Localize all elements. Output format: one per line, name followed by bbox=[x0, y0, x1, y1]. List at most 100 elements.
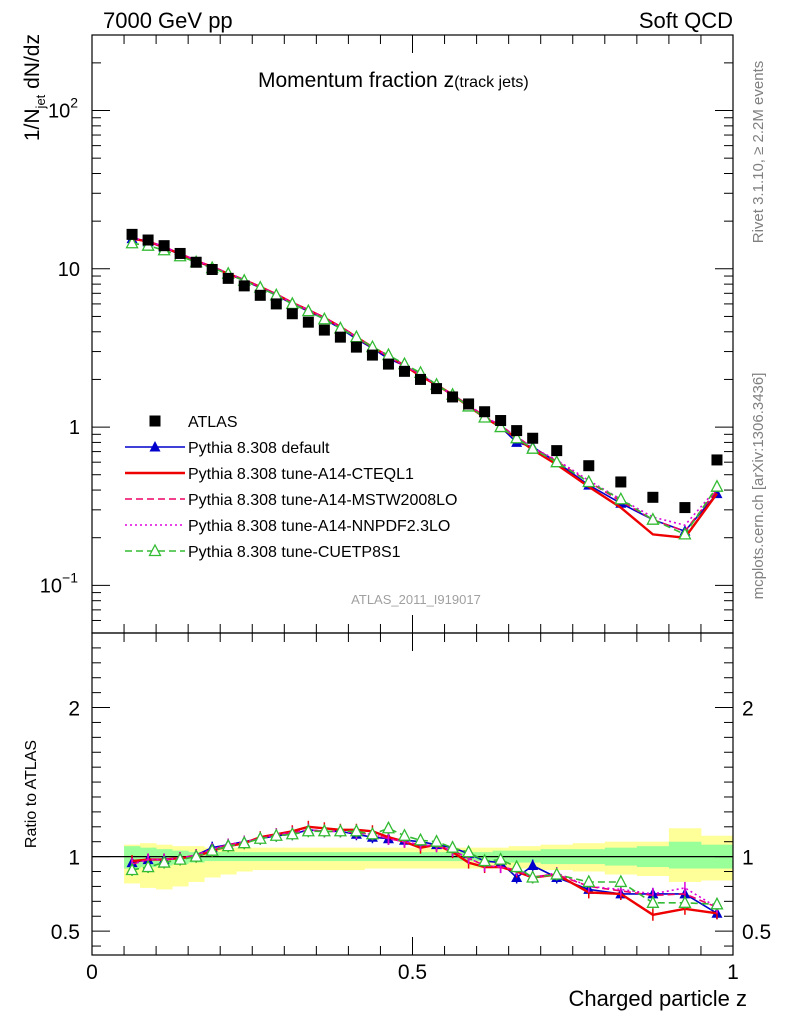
rivet-label: Rivet 3.1.10, ≥ 2.2M events bbox=[750, 61, 767, 244]
main-data-point bbox=[646, 512, 660, 525]
header-left: 7000 GeV pp bbox=[103, 8, 233, 33]
ratio-data-point bbox=[527, 859, 539, 871]
main-data-point bbox=[615, 476, 627, 488]
ratio-data-point bbox=[221, 838, 235, 852]
legend-item-pythia-8-308-default: Pythia 8.308 default bbox=[125, 440, 330, 457]
main-data-point bbox=[711, 454, 723, 466]
main-data-point bbox=[510, 430, 524, 444]
main-series-line bbox=[131, 237, 718, 533]
main-series-group bbox=[125, 228, 724, 540]
main-data-point bbox=[158, 240, 170, 252]
ratio-data-point bbox=[646, 895, 660, 908]
main-ylabel-sub: jet bbox=[33, 94, 48, 109]
main-data-point bbox=[206, 263, 218, 275]
ratio-data-point bbox=[478, 853, 492, 867]
ratio-data-point bbox=[614, 874, 628, 888]
main-data-point bbox=[582, 474, 596, 488]
ratio-series-group bbox=[125, 820, 724, 921]
ratio-ylabel: Ratio to ATLAS bbox=[23, 740, 40, 848]
ratio-data-point bbox=[285, 826, 299, 840]
main-ytick-label: 10−1 bbox=[40, 569, 78, 597]
ratio-data-point bbox=[582, 874, 596, 888]
main-data-point bbox=[527, 432, 539, 444]
main-data-point bbox=[495, 415, 507, 427]
main-ytick-base: 1 bbox=[69, 417, 80, 439]
main-data-point bbox=[550, 454, 564, 468]
ratio-data-point bbox=[526, 870, 540, 883]
ratio-ytick-label-right: 2 bbox=[742, 698, 754, 721]
ratio-data-point bbox=[333, 823, 347, 837]
main-title-text: Momentum fraction z bbox=[258, 69, 454, 92]
header-right: Soft QCD bbox=[639, 8, 733, 33]
legend-marker bbox=[149, 441, 161, 452]
ratio-data-point bbox=[125, 862, 139, 876]
main-data-point bbox=[415, 373, 427, 385]
main-data-point bbox=[614, 491, 628, 505]
main-data-point bbox=[302, 316, 314, 328]
ratio-xtick-label: 0.5 bbox=[398, 961, 427, 984]
main-ytick-base: 10 bbox=[58, 259, 80, 281]
main-series-pythia-8-308-tune-a14-nnpdf2-3lo bbox=[131, 237, 718, 527]
main-data-point bbox=[447, 391, 459, 403]
ratio-data-point bbox=[189, 849, 203, 862]
main-title: Momentum fraction z(track jets) bbox=[258, 69, 529, 92]
ratio-ytick-label-left: 1 bbox=[68, 847, 80, 870]
main-data-point bbox=[398, 365, 410, 377]
main-series-line bbox=[131, 237, 718, 527]
ratio-series-line bbox=[131, 827, 718, 906]
ratio-frame bbox=[91, 632, 734, 956]
main-title-sub: (track jets) bbox=[454, 74, 529, 91]
ratio-data-point bbox=[349, 823, 363, 837]
main-ytick-base: 10 bbox=[40, 575, 62, 597]
legend-label: Pythia 8.308 tune-CUETP8S1 bbox=[188, 544, 401, 561]
main-data-point bbox=[174, 247, 186, 259]
main-ytick-label: 10 bbox=[58, 259, 80, 281]
ratio-data-point bbox=[205, 843, 219, 856]
main-data-point bbox=[431, 383, 443, 395]
ratio-data-point bbox=[397, 828, 412, 841]
ratio-data-point bbox=[510, 859, 524, 873]
main-series-atlas bbox=[126, 228, 723, 514]
ratio-panel: 0.5 0.51 12 20 0.5 1 Ratio to ATLAS Charged p… bbox=[23, 632, 771, 1011]
legend-item-pythia-8-308-tune-a14-cteql1: Pythia 8.308 tune-A14-CTEQL1 bbox=[125, 466, 414, 483]
main-data-point bbox=[583, 460, 595, 472]
ratio-ytick-label-right: 1 bbox=[742, 847, 754, 870]
ratio-data-point bbox=[173, 852, 187, 865]
main-data-point bbox=[551, 445, 563, 457]
ratio-data-point bbox=[301, 823, 315, 837]
legend-item-atlas: ATLAS bbox=[149, 414, 238, 431]
main-data-point bbox=[222, 272, 234, 284]
ratio-stat-band-bin bbox=[668, 841, 702, 869]
main-ytick-base: 10 bbox=[48, 101, 70, 123]
main-data-point bbox=[301, 303, 315, 317]
ratio-ytick-label-right: 0.5 bbox=[742, 921, 771, 944]
main-data-point bbox=[334, 331, 346, 343]
ratio-data-point bbox=[445, 840, 460, 853]
main-data-point bbox=[126, 228, 138, 240]
legend-item-pythia-8-308-tune-a14-nnpdf2-3lo: Pythia 8.308 tune-A14-NNPDF2.3LO bbox=[125, 518, 450, 535]
main-ytick-label: 102 bbox=[48, 95, 78, 123]
ratio-data-point bbox=[710, 896, 724, 910]
ratio-data-point bbox=[413, 832, 428, 846]
main-data-point bbox=[679, 502, 691, 514]
main-data-point bbox=[678, 526, 692, 540]
main-data-point bbox=[647, 491, 659, 503]
legend-item-pythia-8-308-tune-a14-mstw2008lo: Pythia 8.308 tune-A14-MSTW2008LO bbox=[125, 492, 457, 509]
main-data-point bbox=[238, 280, 250, 292]
ratio-data-point bbox=[462, 844, 476, 858]
ratio-xtick-label: 0 bbox=[86, 961, 98, 984]
main-data-point bbox=[710, 479, 724, 492]
ratio-data-point bbox=[317, 823, 331, 837]
main-data-point bbox=[286, 308, 298, 320]
legend-item-pythia-8-308-tune-cuetp8s1: Pythia 8.308 tune-CUETP8S1 bbox=[125, 543, 401, 561]
legend-label: Pythia 8.308 tune-A14-NNPDF2.3LO bbox=[188, 518, 450, 535]
legend-marker bbox=[149, 415, 161, 427]
main-data-point bbox=[269, 287, 283, 301]
ratio-data-point bbox=[237, 835, 251, 849]
main-ytick-label: 1 bbox=[69, 417, 80, 439]
main-ytick-exp: −1 bbox=[62, 569, 78, 585]
main-series-line bbox=[131, 242, 718, 536]
main-data-point bbox=[494, 419, 508, 433]
main-data-point bbox=[382, 358, 394, 370]
